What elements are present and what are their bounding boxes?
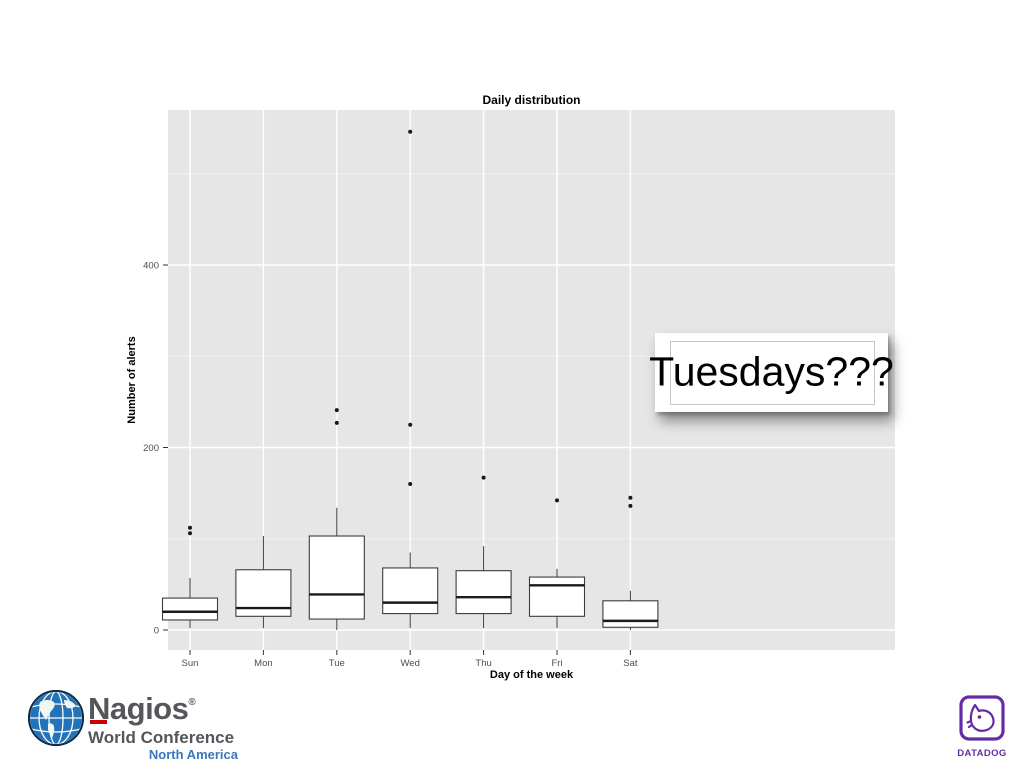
chart-title: Daily distribution	[482, 93, 581, 107]
outlier-point	[188, 525, 192, 530]
boxplot-Sun	[161, 525, 219, 629]
outlier-point	[408, 129, 413, 134]
boxplot-Wed	[382, 129, 439, 629]
x-tick-label: Mon	[254, 658, 272, 669]
datadog-logo: DATADOG	[956, 694, 1008, 759]
nagios-conference-label: World Conference	[88, 728, 235, 747]
callout-text: Tuesdays???	[649, 348, 894, 395]
x-axis-label: Day of the week	[489, 669, 574, 681]
datadog-dog-icon	[959, 695, 1005, 741]
boxplot-Thu	[455, 475, 512, 629]
outlier-point	[628, 503, 633, 508]
y-tick-label: 200	[143, 443, 159, 454]
boxplot-Tue	[308, 408, 365, 630]
y-axis-label: Number of alerts	[126, 336, 138, 424]
nagios-name: Nagios	[88, 691, 189, 726]
registered-mark: ®	[188, 697, 196, 708]
nagios-logo: Nagios® World Conference North America	[26, 686, 246, 762]
x-tick-label: Thu	[475, 658, 491, 669]
outlier-point	[334, 420, 339, 425]
x-tick-label: Sun	[182, 658, 199, 669]
y-tick-label: 400	[143, 261, 159, 272]
x-tick-label: Tue	[329, 658, 345, 669]
nagios-text-block: Nagios® World Conference North America	[88, 686, 244, 763]
outlier-point	[555, 498, 559, 503]
outlier-point	[481, 475, 486, 480]
nagios-wordmark: Nagios®	[88, 686, 244, 726]
x-tick-label: Fri	[551, 658, 562, 669]
nagios-red-underline	[90, 720, 107, 724]
callout-note: Tuesdays???	[649, 333, 894, 412]
callout-border	[670, 341, 875, 405]
boxplot-Mon	[235, 536, 292, 629]
outlier-point	[408, 482, 413, 486]
x-tick-label: Wed	[401, 658, 420, 669]
boxplot-Fri	[528, 498, 586, 629]
outlier-point	[334, 408, 339, 413]
globe-icon	[28, 690, 84, 746]
datadog-wordmark: DATADOG	[957, 748, 1007, 759]
nagios-region-label: North America	[148, 747, 238, 762]
y-tick-label: 0	[154, 626, 159, 637]
outlier-point	[188, 531, 192, 536]
outlier-point	[628, 495, 633, 500]
x-tick-label: Sat	[623, 658, 638, 669]
outlier-point	[408, 422, 413, 427]
boxplot-Sat	[602, 495, 659, 630]
